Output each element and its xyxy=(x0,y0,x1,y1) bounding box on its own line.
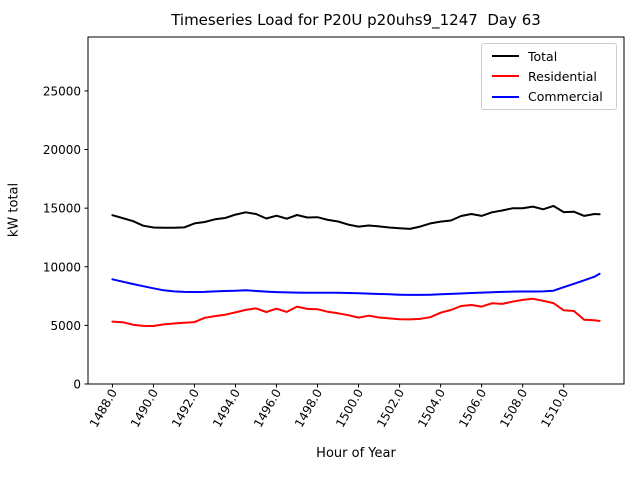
x-tick-label: 1506.0 xyxy=(456,387,489,430)
legend-label: Residential xyxy=(528,68,597,84)
legend-item-total: Total xyxy=(482,49,616,64)
legend: Total Residential Commercial xyxy=(481,43,617,110)
series-line-commercial xyxy=(111,272,601,296)
x-tick-label: 1490.0 xyxy=(128,387,161,430)
x-tick-label: 1500.0 xyxy=(333,387,366,430)
x-tick-label: 1502.0 xyxy=(374,387,407,430)
y-axis-label: kW total xyxy=(6,182,22,238)
legend-line-swatch xyxy=(492,55,519,58)
series-line-total xyxy=(111,204,601,230)
x-tick-label: 1508.0 xyxy=(497,387,530,430)
y-tick-label: 20000 xyxy=(43,143,81,157)
legend-line-swatch xyxy=(492,95,519,98)
x-tick-label: 1510.0 xyxy=(538,387,571,430)
x-axis-label: Hour of Year xyxy=(316,446,396,461)
plot-frame xyxy=(87,36,625,385)
axis-ticks: 1488.0 1490.0 1492.0 1494.0 1496.0 1498.0 1500… xyxy=(43,84,571,429)
x-tick-label: 1492.0 xyxy=(169,387,202,430)
legend-item-residential: Residential xyxy=(482,69,616,84)
series-lines xyxy=(111,204,601,327)
legend-line-swatch xyxy=(492,75,519,78)
y-tick-label: 0 xyxy=(73,378,81,392)
legend-item-commercial: Commercial xyxy=(482,89,616,104)
x-tick-label: 1496.0 xyxy=(251,387,284,430)
x-tick-label: 1504.0 xyxy=(415,387,448,430)
x-tick-label: 1494.0 xyxy=(210,387,243,430)
y-tick-label: 15000 xyxy=(43,202,81,216)
y-tick-label: 25000 xyxy=(43,84,81,98)
y-tick-label: 10000 xyxy=(43,260,81,274)
legend-label: Commercial xyxy=(528,89,603,105)
legend-label: Total xyxy=(528,48,558,64)
x-tick-label: 1498.0 xyxy=(292,387,325,430)
series-line-residential xyxy=(111,297,601,327)
y-tick-label: 5000 xyxy=(50,319,81,333)
chart-title: Timeseries Load for P20U p20uhs9_1247 Da… xyxy=(171,11,541,29)
x-tick-label: 1488.0 xyxy=(87,387,120,430)
